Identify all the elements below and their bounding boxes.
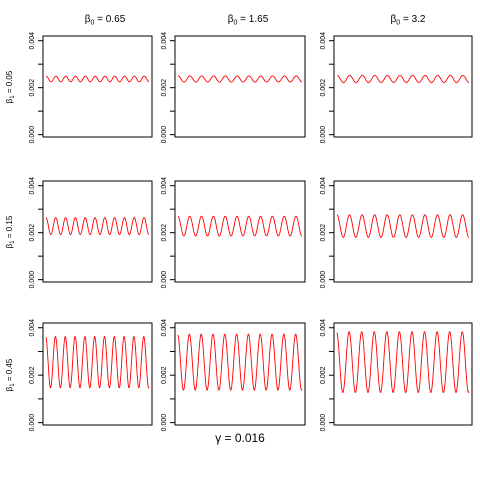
y-tick-label-r2c3-1: 0.002: [320, 224, 327, 242]
column-titles: β0 = 0.65 β0 = 1.65 β0 = 3.2: [85, 14, 426, 27]
panel-r3c3: 0.000 0.002 0.004: [320, 319, 473, 432]
y-tick-label-r3c3-2: 0.004: [320, 319, 327, 337]
col-title-3: β0 = 3.2: [391, 14, 426, 27]
y-tick-label-r1c1-2: 0.004: [29, 32, 36, 50]
series-line-r3c2: [177, 333, 303, 391]
series-line-r2c2: [177, 215, 303, 237]
y-tick-label-r1c3-1: 0.002: [320, 79, 327, 97]
y-tick-label-r1c2-1: 0.002: [161, 79, 168, 97]
y-tick-label-r2c1-1: 0.002: [29, 224, 36, 242]
y-tick-label-r1c3-0: 0.000: [320, 126, 327, 144]
panel-frame-r1c2: [174, 35, 306, 138]
series-line-r1c1: [46, 75, 150, 83]
series-line-r2c1: [45, 217, 150, 236]
series-line-r1c3: [337, 75, 470, 83]
row-title-1: β1 = 0.05: [5, 70, 16, 103]
y-tick-label-r3c1-1: 0.002: [29, 366, 36, 384]
series-line-r2c3: [336, 214, 470, 238]
y-tick-label-r2c2-2: 0.004: [161, 177, 168, 195]
y-tick-label-r2c2-1: 0.002: [161, 224, 168, 242]
col-title-2: β0 = 1.65: [228, 14, 269, 27]
panel-r1c1: 0.000 0.002 0.004: [29, 32, 153, 144]
panel-frame-r2c3: [333, 180, 473, 283]
panel-frame-r3c2: [174, 322, 306, 426]
y-tick-label-r2c3-2: 0.004: [320, 177, 327, 195]
panel-frame-r3c3: [333, 322, 473, 426]
y-tick-label-r3c1-2: 0.004: [29, 319, 36, 337]
series-line-r3c1: [45, 335, 150, 389]
panel-frame-r1c3: [333, 35, 473, 138]
row-titles: β1 = 0.05 β1 = 0.15 β1 = 0.45: [5, 70, 16, 391]
y-tick-label-r1c1-1: 0.002: [29, 79, 36, 97]
y-tick-label-r1c3-2: 0.004: [320, 32, 327, 50]
panel-r3c1: 0.000 0.002 0.004: [29, 319, 153, 432]
series-line-r3c3: [336, 331, 470, 394]
y-tick-label-r1c2-0: 0.000: [161, 126, 168, 144]
y-tick-label-r3c3-1: 0.002: [320, 366, 327, 384]
y-tick-label-r1c1-0: 0.000: [29, 126, 36, 144]
y-tick-label-r3c2-2: 0.004: [161, 319, 168, 337]
panel-r3c2: 0.000 0.002 0.004: [161, 319, 306, 432]
row-title-3: β1 = 0.45: [5, 358, 16, 391]
y-tick-label-r3c1-0: 0.000: [29, 414, 36, 432]
y-tick-label-r2c1-0: 0.000: [29, 271, 36, 289]
x-axis-label: γ = 0.016: [215, 431, 265, 445]
panel-frame-r2c1: [42, 180, 153, 283]
panel-frame-r1c1: [42, 35, 153, 138]
panel-frame-r2c2: [174, 180, 306, 283]
panel-r1c2: 0.000 0.002 0.004: [161, 32, 306, 144]
panel-r2c3: 0.000 0.002 0.004: [320, 177, 473, 289]
y-tick-label-r3c2-1: 0.002: [161, 366, 168, 384]
y-tick-label-r3c3-0: 0.000: [320, 414, 327, 432]
series-line-r1c2: [178, 75, 303, 83]
y-tick-label-r2c1-2: 0.004: [29, 177, 36, 195]
y-tick-label-r2c2-0: 0.000: [161, 271, 168, 289]
row-title-2: β1 = 0.15: [5, 215, 16, 248]
col-title-1: β0 = 0.65: [85, 14, 126, 27]
panel-frame-r3c1: [42, 322, 153, 426]
panels-group: 0.000 0.002 0.004 0.000 0.002 0.004 0.000 0.002…: [29, 32, 473, 432]
panel-r1c3: 0.000 0.002 0.004: [320, 32, 473, 144]
y-tick-label-r3c2-0: 0.000: [161, 414, 168, 432]
y-tick-label-r2c3-0: 0.000: [320, 271, 327, 289]
panel-r2c1: 0.000 0.002 0.004: [29, 177, 153, 289]
y-tick-label-r1c2-2: 0.004: [161, 32, 168, 50]
panel-r2c2: 0.000 0.002 0.004: [161, 177, 306, 289]
